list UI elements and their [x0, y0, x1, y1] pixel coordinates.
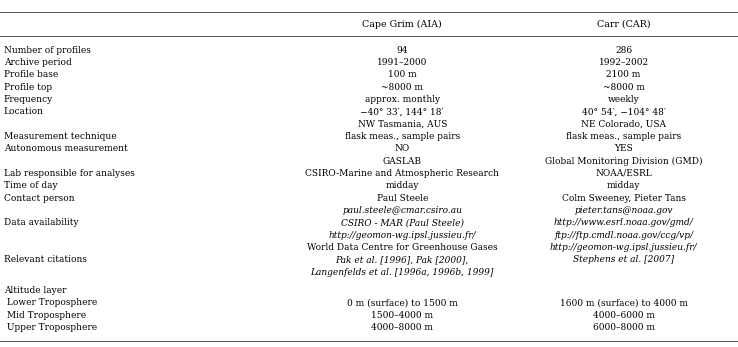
- Text: Mid Troposphere: Mid Troposphere: [4, 311, 86, 320]
- Text: Upper Troposphere: Upper Troposphere: [4, 323, 97, 332]
- Text: Measurement technique: Measurement technique: [4, 132, 117, 141]
- Text: 1991–2000: 1991–2000: [377, 58, 427, 67]
- Text: ~8000 m: ~8000 m: [382, 83, 423, 92]
- Text: Data availability: Data availability: [4, 218, 78, 227]
- Text: 0 m (surface) to 1500 m: 0 m (surface) to 1500 m: [347, 298, 458, 307]
- Text: pieter.tans@noaa.gov: pieter.tans@noaa.gov: [574, 206, 673, 215]
- Text: Frequency: Frequency: [4, 95, 53, 104]
- Text: http://geomon-wg.ipsl.jussieu.fr/: http://geomon-wg.ipsl.jussieu.fr/: [550, 243, 697, 252]
- Text: NOAA/ESRL: NOAA/ESRL: [596, 169, 652, 178]
- Text: Pak et al. [1996], Pak [2000],: Pak et al. [1996], Pak [2000],: [336, 255, 469, 264]
- Text: NO: NO: [395, 144, 410, 153]
- Text: Time of day: Time of day: [4, 181, 58, 190]
- Text: Location: Location: [4, 107, 44, 116]
- Text: http://geomon-wg.ipsl.jussieu.fr/: http://geomon-wg.ipsl.jussieu.fr/: [328, 230, 476, 239]
- Text: 1992–2002: 1992–2002: [599, 58, 649, 67]
- Text: http://www.esrl.noaa.gov/gmd/: http://www.esrl.noaa.gov/gmd/: [554, 218, 694, 227]
- Text: CSIRO-Marine and Atmospheric Research: CSIRO-Marine and Atmospheric Research: [306, 169, 499, 178]
- Text: Colm Sweeney, Pieter Tans: Colm Sweeney, Pieter Tans: [562, 194, 686, 203]
- Text: Profile top: Profile top: [4, 83, 52, 92]
- Text: Global Monitoring Division (GMD): Global Monitoring Division (GMD): [545, 156, 703, 166]
- Text: Carr (CAR): Carr (CAR): [597, 20, 650, 29]
- Text: Stephens et al. [2007]: Stephens et al. [2007]: [573, 255, 675, 264]
- Text: 2100 m: 2100 m: [607, 70, 641, 79]
- Text: flask meas., sample pairs: flask meas., sample pairs: [566, 132, 681, 141]
- Text: NE Colorado, USA: NE Colorado, USA: [581, 120, 666, 129]
- Text: 286: 286: [615, 46, 632, 55]
- Text: YES: YES: [614, 144, 633, 153]
- Text: Lab responsible for analyses: Lab responsible for analyses: [4, 169, 134, 178]
- Text: 1500–4000 m: 1500–4000 m: [371, 311, 433, 320]
- Text: 40° 54′, −104° 48′: 40° 54′, −104° 48′: [582, 107, 666, 116]
- Text: flask meas., sample pairs: flask meas., sample pairs: [345, 132, 460, 141]
- Text: ftp://ftp.cmdl.noaa.gov/ccg/vp/: ftp://ftp.cmdl.noaa.gov/ccg/vp/: [554, 230, 693, 239]
- Text: midday: midday: [607, 181, 641, 190]
- Text: World Data Centre for Greenhouse Gases: World Data Centre for Greenhouse Gases: [307, 243, 497, 252]
- Text: NW Tasmania, AUS: NW Tasmania, AUS: [357, 120, 447, 129]
- Text: ~8000 m: ~8000 m: [603, 83, 644, 92]
- Text: CSIRO - MAR (Paul Steele): CSIRO - MAR (Paul Steele): [341, 218, 463, 227]
- Text: Relevant citations: Relevant citations: [4, 255, 86, 264]
- Text: Paul Steele: Paul Steele: [376, 194, 428, 203]
- Text: 100 m: 100 m: [388, 70, 416, 79]
- Text: −40° 33′, 144° 18′: −40° 33′, 144° 18′: [360, 107, 444, 116]
- Text: Lower Troposphere: Lower Troposphere: [4, 298, 97, 307]
- Text: Cape Grim (AIA): Cape Grim (AIA): [362, 20, 442, 29]
- Text: paul.steele@cmar.csiro.au: paul.steele@cmar.csiro.au: [342, 206, 462, 215]
- Text: Archive period: Archive period: [4, 58, 72, 67]
- Text: Langenfelds et al. [1996a, 1996b, 1999]: Langenfelds et al. [1996a, 1996b, 1999]: [311, 268, 494, 277]
- Text: weekly: weekly: [607, 95, 640, 104]
- Text: 4000–8000 m: 4000–8000 m: [371, 323, 433, 332]
- Text: GASLAB: GASLAB: [383, 156, 421, 166]
- Text: 6000–8000 m: 6000–8000 m: [593, 323, 655, 332]
- Text: Autonomous measurement: Autonomous measurement: [4, 144, 128, 153]
- Text: Profile base: Profile base: [4, 70, 58, 79]
- Text: 1600 m (surface) to 4000 m: 1600 m (surface) to 4000 m: [559, 298, 688, 307]
- Text: approx. monthly: approx. monthly: [365, 95, 440, 104]
- Text: midday: midday: [385, 181, 419, 190]
- Text: Altitude layer: Altitude layer: [4, 286, 66, 295]
- Text: Number of profiles: Number of profiles: [4, 46, 91, 55]
- Text: 4000–6000 m: 4000–6000 m: [593, 311, 655, 320]
- Text: 94: 94: [396, 46, 408, 55]
- Text: Contact person: Contact person: [4, 194, 75, 203]
